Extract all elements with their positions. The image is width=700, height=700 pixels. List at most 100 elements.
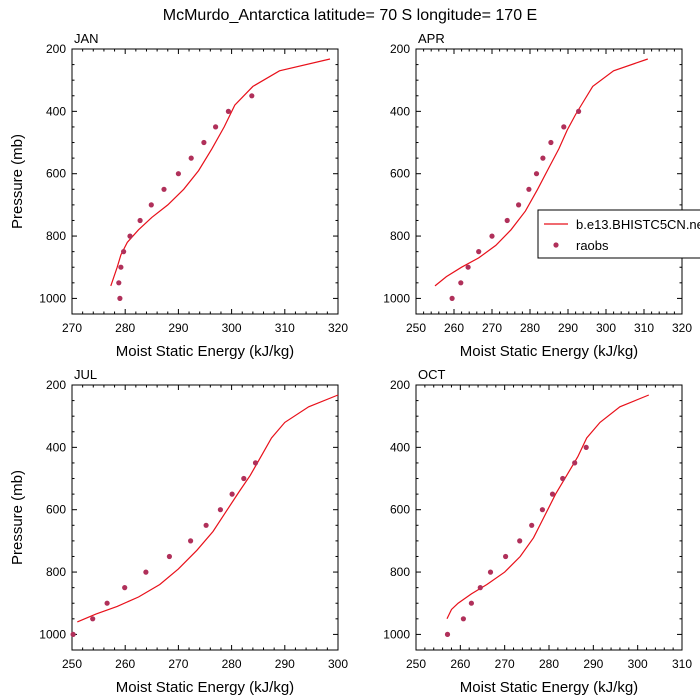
raobs-point (241, 475, 247, 482)
raobs-point (444, 631, 451, 638)
x-tick-label: 320 (672, 321, 692, 335)
legend-model-label: b.e13.BHISTC5CN.ne (576, 217, 700, 232)
panel-title: JAN (74, 31, 99, 46)
y-axis-label: Pressure (mb) (9, 134, 26, 229)
plot-frame (71, 48, 339, 315)
x-axis-label: Moist Static Energy (kJ/kg) (116, 679, 294, 696)
x-tick-label: 280 (115, 321, 135, 335)
raobs-point (576, 108, 582, 114)
raobs-point (458, 280, 464, 286)
y-tick-label: 800 (390, 229, 410, 243)
raobs-point (161, 186, 167, 192)
plot-frame (415, 384, 683, 651)
x-tick-label: 290 (583, 657, 603, 671)
x-tick-label: 260 (450, 657, 470, 671)
legend-box (537, 209, 700, 259)
y-tick-label: 600 (390, 167, 410, 181)
raobs-point (203, 522, 209, 528)
y-tick-label: 200 (390, 378, 410, 392)
y-tick-label: 200 (46, 378, 66, 392)
x-tick-label: 270 (168, 657, 188, 671)
raobs-point (122, 585, 128, 591)
raobs-point (526, 186, 532, 192)
y-tick-label: 600 (390, 503, 410, 517)
raobs-point (529, 522, 535, 528)
y-tick-label: 800 (390, 565, 410, 579)
y-tick-label: 400 (390, 104, 410, 118)
raobs-point (539, 507, 546, 513)
raobs-point (487, 569, 494, 575)
y-axis-label: Pressure (mb) (9, 470, 26, 565)
x-tick-label: 260 (115, 657, 135, 671)
y-tick-label: 1000 (39, 291, 66, 305)
x-tick-label: 310 (275, 321, 295, 335)
x-tick-label: 250 (406, 657, 426, 671)
raobs-point (201, 139, 207, 146)
model-profile-line (110, 58, 331, 287)
raobs-point (583, 444, 589, 450)
panel-title: APR (418, 31, 445, 46)
raobs-point (217, 507, 223, 513)
x-tick-label: 290 (275, 657, 295, 671)
x-tick-label: 270 (62, 321, 82, 335)
raobs-point (504, 217, 510, 224)
y-tick-label: 600 (46, 167, 66, 181)
y-tick-label: 400 (390, 440, 410, 454)
x-axis-label: Moist Static Energy (kJ/kg) (460, 679, 638, 696)
raobs-point (252, 460, 259, 466)
x-tick-label: 250 (406, 321, 426, 335)
raobs-point (503, 553, 509, 560)
x-tick-label: 300 (628, 657, 648, 671)
x-tick-label: 320 (328, 321, 348, 335)
x-tick-label: 290 (168, 321, 188, 335)
raobs-point (175, 171, 181, 177)
y-tick-label: 800 (46, 229, 66, 243)
x-tick-label: 300 (222, 321, 242, 335)
x-tick-label: 280 (539, 657, 559, 671)
x-tick-label: 260 (444, 321, 464, 335)
raobs-point (468, 600, 474, 606)
raobs-point (517, 538, 523, 544)
raobs-point (460, 616, 466, 622)
raobs-point (70, 631, 76, 638)
raobs-point (188, 155, 194, 161)
legend-obs-label: raobs (576, 238, 609, 253)
raobs-point (166, 553, 172, 560)
raobs-point (229, 491, 235, 497)
x-axis-label: Moist Static Energy (kJ/kg) (460, 343, 638, 360)
raobs-point (540, 155, 546, 161)
y-tick-label: 400 (46, 104, 66, 118)
model-profile-line (434, 58, 648, 287)
raobs-point (148, 202, 154, 208)
x-tick-label: 270 (482, 321, 502, 335)
raobs-point (127, 233, 133, 239)
raobs-point (560, 475, 566, 482)
x-tick-label: 250 (62, 657, 82, 671)
raobs-point (449, 295, 455, 301)
x-tick-label: 300 (596, 321, 616, 335)
raobs-point (249, 93, 255, 99)
raobs-point (118, 264, 124, 270)
raobs-point (90, 616, 96, 622)
panel-oct: 250 260 270 280 290 300 310 200 400 600 800 1000 OCT… (383, 367, 692, 696)
model-profile-line (446, 394, 650, 620)
raobs-point (572, 460, 578, 466)
y-tick-label: 200 (390, 42, 410, 56)
raobs-point (465, 264, 471, 270)
raobs-point (533, 171, 540, 177)
panel-jan: 270 280 290 300 310 320 200 400 600 800 1000 JAN Moi… (9, 31, 348, 360)
y-tick-label: 800 (46, 565, 66, 579)
raobs-point (561, 124, 567, 130)
x-tick-label: 310 (672, 657, 692, 671)
plot-frame (415, 48, 683, 315)
raobs-point (117, 295, 123, 301)
raobs-point (477, 585, 483, 591)
y-tick-label: 1000 (39, 627, 66, 641)
raobs-point (137, 217, 143, 224)
plot-frame (71, 384, 339, 651)
raobs-point (143, 569, 149, 575)
x-axis-label: Moist Static Energy (kJ/kg) (116, 343, 294, 360)
raobs-point (549, 491, 556, 497)
raobs-point (116, 280, 122, 286)
y-tick-label: 400 (46, 440, 66, 454)
